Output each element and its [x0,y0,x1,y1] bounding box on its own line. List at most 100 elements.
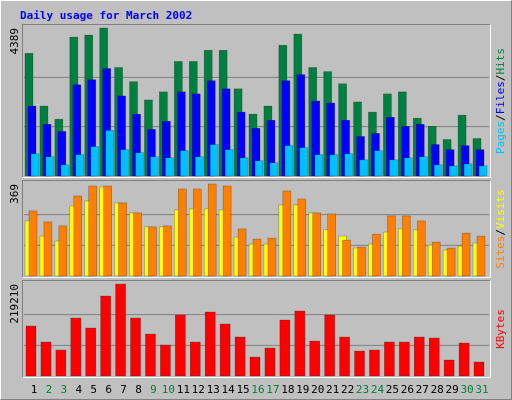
panel-bevel-dark [22,180,491,278]
bar [282,190,292,277]
bar [458,342,470,377]
bar [175,314,186,377]
bar [359,159,368,177]
bar [448,165,458,177]
panel-bevel-dark [22,24,491,178]
legend-entry: Visits [494,189,507,229]
bar [189,341,201,377]
bar [90,146,100,177]
bar [284,145,294,177]
bar [433,164,443,177]
x-tick-label: 12 [192,383,205,396]
bar [344,153,353,177]
bar [130,317,141,377]
bar [219,323,231,377]
bar [446,247,456,277]
bar [314,154,324,177]
bar [204,311,216,377]
bar [30,153,40,177]
bar [264,347,276,377]
bar [299,147,309,177]
bar [45,156,55,177]
x-tick-label: 14 [222,383,236,396]
bar [60,164,70,177]
bar [180,150,189,177]
panel-bevel-light [22,24,491,178]
bar [294,310,306,377]
bar [478,165,488,177]
x-tick-label: 3 [61,383,68,396]
bar [418,156,428,177]
legend-entry: Sites [494,236,507,269]
bar [324,314,335,377]
bar [413,336,425,377]
bar [461,232,471,277]
bar [384,341,395,377]
bar [309,340,321,377]
y-tick-label: 4389 [8,28,21,55]
bar [473,361,485,377]
bar [249,356,261,377]
bar [163,225,172,277]
chart-title: Daily usage for March 2002 [20,9,192,22]
bar [404,157,413,177]
bar [269,162,279,177]
bar [357,246,366,277]
bar [342,239,351,277]
x-tick-label: 10 [162,383,175,396]
x-tick-label: 2 [46,383,53,396]
bar [254,160,264,177]
bar [297,198,307,277]
bar [389,159,398,177]
x-tick-label: 19 [296,383,309,396]
bar [443,359,455,377]
bar [354,350,365,377]
bar [88,185,98,277]
x-tick-label: 16 [251,383,264,396]
x-tick-label: 13 [207,383,220,396]
bar [222,185,232,277]
bar [279,319,291,377]
bar [463,163,473,177]
bar [209,144,219,177]
bar [234,336,246,377]
bar [207,183,217,277]
bar [312,212,322,277]
x-tick-label: 1 [31,383,38,396]
legend-entry: KBytes [494,309,507,349]
x-tick-label: 27 [416,383,429,396]
bar [135,152,144,177]
bar [28,210,38,277]
bar [40,341,52,377]
legend-separator: / [494,229,507,236]
bar [252,238,262,277]
bar [160,344,171,377]
x-tick-label: 22 [341,383,354,396]
legend-entry: Hits [494,48,507,75]
x-tick-label: 25 [386,383,399,396]
legend-entry: Pages [494,121,507,154]
bar [329,154,338,177]
bar [105,130,114,177]
bar [431,241,441,277]
series-legend: Sites/Visits [494,189,507,269]
bar [237,228,247,277]
bar [70,317,82,377]
bar [402,215,411,277]
x-tick-label: 5 [90,383,97,396]
bar [339,336,350,377]
x-tick-label: 8 [135,383,142,396]
bar [118,202,127,277]
legend-entry: Files [494,81,507,114]
x-tick-label: 18 [281,383,294,396]
series-legend: KBytes [494,309,507,349]
bar [192,188,202,277]
bar [387,215,396,277]
bar [25,325,37,377]
bar [369,349,380,377]
bar [148,226,157,277]
bar [115,283,126,377]
bar [150,156,159,177]
